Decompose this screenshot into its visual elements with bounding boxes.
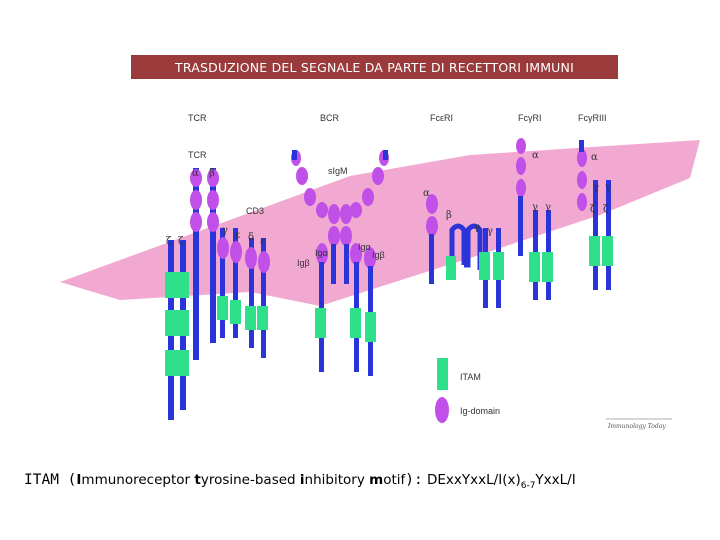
header-fceri: FcεRI — [430, 113, 453, 123]
label-tcr-alpha: α — [192, 168, 199, 179]
bcr-complex: sIgM Igα Igβ Igα Igβ — [291, 150, 389, 376]
legend-ig-domain-swatch — [435, 397, 449, 423]
header-fcgri: FcγRI — [518, 113, 542, 123]
cell-membrane — [60, 140, 700, 306]
label-cd3-epsilon-1: ε — [235, 230, 240, 241]
label-fceri-gamma-1: γ — [474, 222, 480, 233]
header-bcr: BCR — [320, 113, 340, 123]
label-bcr-iga-1: Igα — [315, 248, 328, 258]
itam-caption: ITAM (Immunoreceptor tyrosine-based inhi… — [24, 472, 576, 491]
tcr-complex: TCR α β CD3 γ ε δ ε ζ ζ — [165, 150, 270, 420]
label-fcgri-alpha: α — [532, 150, 539, 161]
legend-ig-domain-label: Ig-domain — [460, 406, 500, 416]
label-zeta-2: ζ — [178, 236, 184, 247]
label-cd3-gamma: γ — [222, 225, 228, 236]
label-fceri-alpha: α — [423, 188, 430, 199]
label-sigm: sIgM — [328, 166, 348, 176]
fcgri-complex: α γ γ — [516, 138, 553, 300]
label-fcgriii-gamma-2: γ — [605, 182, 611, 193]
label-cd3-epsilon-2: ε — [260, 236, 265, 247]
label-bcr-igb-2: Igβ — [372, 250, 385, 260]
label-fcgri-gamma-1: γ — [532, 202, 538, 213]
label-fcgriii-zeta-2: ζ — [603, 204, 609, 215]
label-fcgriii-alpha: α — [591, 152, 598, 163]
legend-itam-label: ITAM — [460, 372, 481, 382]
label-fcgri-gamma-2: γ — [545, 202, 551, 213]
label-fcgriii-gamma-1: γ — [593, 182, 599, 193]
label-fceri-gamma-2: γ — [487, 226, 493, 237]
source-credit: Immunology Today — [607, 423, 666, 430]
header-fcgriii: FcγRIII — [578, 113, 607, 123]
fceri-complex: α β γ γ — [423, 188, 504, 308]
label-tcr: TCR — [188, 150, 207, 160]
label-bcr-igb-1: Igβ — [297, 258, 310, 268]
slide-title: TRASDUZIONE DEL SEGNALE DA PARTE DI RECE… — [131, 55, 618, 79]
label-fcgriii-zeta: ζ — [590, 204, 596, 215]
label-cd3: CD3 — [246, 206, 264, 216]
label-fceri-beta: β — [446, 210, 452, 221]
label-zeta-1: ζ — [166, 236, 172, 247]
label-cd3-delta: δ — [248, 232, 254, 243]
label-tcr-beta: β — [209, 168, 215, 179]
header-tcr: TCR — [188, 113, 207, 123]
label-bcr-iga-2: Igα — [358, 242, 371, 252]
fcgriii-complex: α γ γ ζ ζ — [577, 140, 613, 290]
legend-itam-swatch — [437, 358, 448, 390]
